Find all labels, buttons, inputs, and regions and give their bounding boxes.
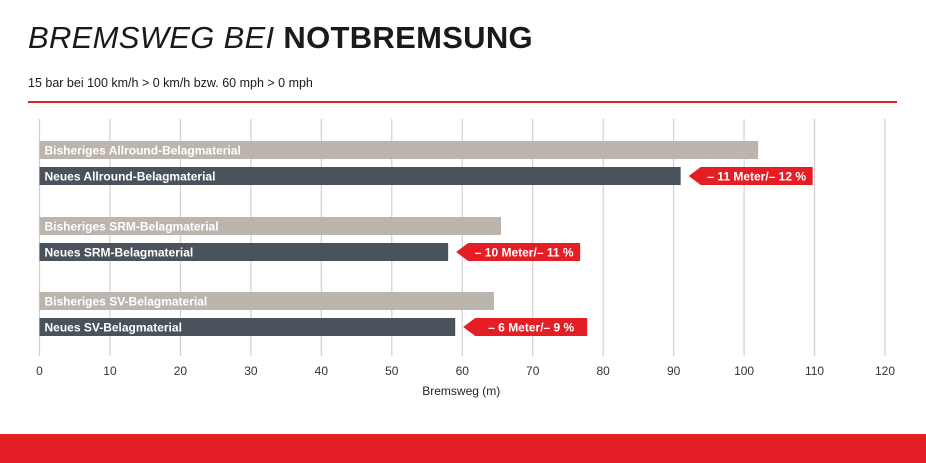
title-bold: NOTBREMSUNG [283, 20, 533, 55]
x-tick-label: 90 [667, 364, 681, 378]
reduction-callout [456, 243, 581, 261]
x-tick-label: 100 [734, 364, 754, 378]
x-tick-label: 110 [805, 364, 824, 378]
x-tick-label: 0 [36, 364, 43, 378]
title-light: BREMSWEG BEI [28, 20, 275, 55]
x-tick-label: 50 [385, 364, 399, 378]
x-tick-label: 70 [526, 364, 540, 378]
x-tick-label: 10 [103, 364, 117, 378]
bar-label: Neues SV-Belagmaterial [45, 320, 182, 334]
x-tick-label: 30 [244, 364, 258, 378]
x-axis-label: Bremsweg (m) [422, 384, 500, 398]
subtitle: 15 bar bei 100 km/h > 0 km/h bzw. 60 mph… [28, 76, 313, 90]
footer-band [0, 434, 926, 463]
bar-label: Bisheriges Allround-Belagmaterial [45, 143, 241, 157]
page-title: BREMSWEG BEI NOTBREMSUNG [28, 20, 533, 56]
bar-label: Neues Allround-Belagmaterial [45, 169, 216, 183]
reduction-callout-label: – 10 Meter/– 11 % [475, 245, 574, 259]
x-tick-label: 20 [174, 364, 188, 378]
x-tick-label: 120 [875, 364, 895, 378]
x-tick-label: 60 [456, 364, 470, 378]
bar-label: Neues SRM-Belagmaterial [45, 245, 194, 259]
bar-label: Bisheriges SV-Belagmaterial [45, 294, 208, 308]
bar [39, 243, 449, 261]
reduction-callout [688, 167, 813, 185]
reduction-callout [463, 318, 588, 336]
reduction-callout-label: – 6 Meter/– 9 % [488, 320, 574, 334]
reduction-callout-label: – 11 Meter/– 12 % [707, 169, 806, 183]
bar [39, 318, 456, 336]
bar [39, 217, 502, 235]
x-tick-label: 80 [596, 364, 610, 378]
x-tick-label: 40 [315, 364, 329, 378]
bar-label: Bisheriges SRM-Belagmaterial [45, 219, 219, 233]
bar [39, 167, 681, 185]
bar [39, 141, 759, 159]
header-divider [28, 101, 897, 103]
bar [39, 292, 494, 310]
